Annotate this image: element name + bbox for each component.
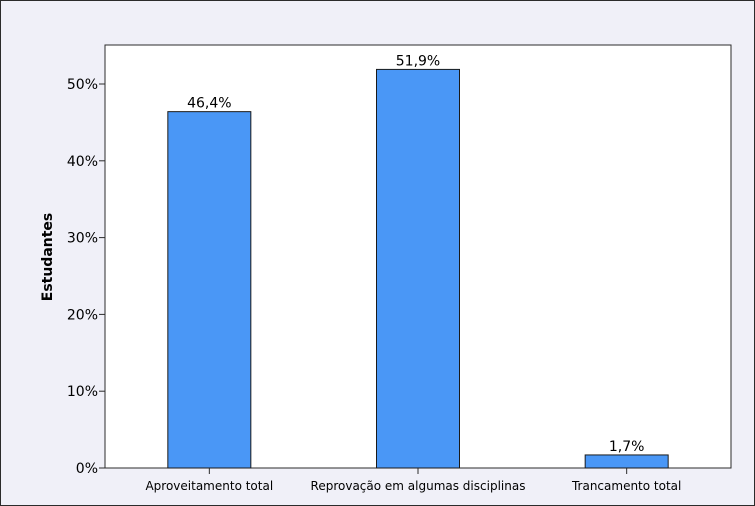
y-tick-label: 10% bbox=[67, 384, 98, 400]
y-tick-label: 40% bbox=[67, 154, 98, 170]
y-axis-title: Estudantes bbox=[40, 213, 56, 302]
y-tick-label: 30% bbox=[67, 231, 98, 247]
y-axis: 0% 10% 20% 30% 40% 50% bbox=[67, 77, 105, 477]
y-tick-label: 0% bbox=[76, 461, 98, 477]
bar bbox=[167, 111, 252, 469]
bar-value-label: 51,9% bbox=[396, 53, 440, 69]
bar bbox=[376, 68, 460, 469]
bar-value-label: 1,7% bbox=[609, 439, 645, 455]
x-axis: Aproveitamento total Reprovação em alguma… bbox=[145, 468, 681, 493]
bar bbox=[584, 454, 669, 469]
x-tick-label: Aproveitamento total bbox=[145, 479, 273, 493]
x-tick-label: Trancamento total bbox=[571, 479, 681, 493]
x-tick-label: Reprovação em algumas disciplinas bbox=[311, 479, 526, 493]
bars: 46,4% 51,9% 1,7% bbox=[167, 53, 669, 469]
bar-value-label: 46,4% bbox=[187, 96, 231, 112]
y-tick-label: 50% bbox=[67, 77, 98, 93]
y-tick-label: 20% bbox=[67, 307, 98, 323]
